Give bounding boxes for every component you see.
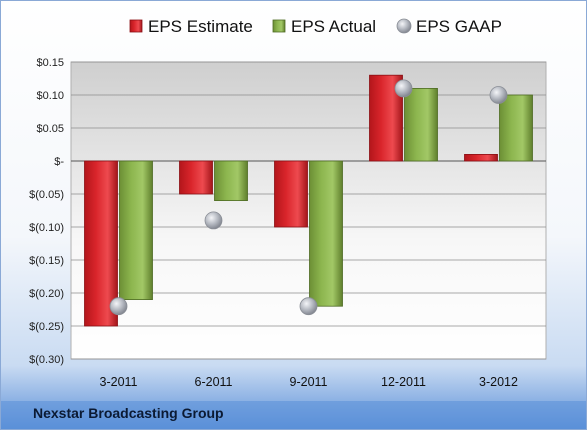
bar-eps-actual (404, 88, 438, 162)
bar-eps-actual (119, 160, 153, 301)
y-tick-label: $0.10 (36, 90, 64, 102)
footer-band (1, 401, 586, 429)
bar-eps-actual (499, 94, 533, 162)
y-tick-label: $0.15 (36, 57, 64, 69)
point-eps-gaap (394, 79, 413, 98)
y-tick-label: $- (54, 156, 64, 168)
legend-eps-actual-swatch (272, 19, 286, 33)
x-tick-label: 3-2011 (100, 375, 138, 389)
y-tick-label: $(0.20) (29, 288, 64, 300)
y-tick-label: $(0.10) (29, 222, 64, 234)
y-tick-label: $(0.30) (29, 354, 64, 366)
y-tick-label: $(0.15) (29, 255, 64, 267)
bar-eps-actual (309, 160, 343, 307)
legend-eps-actual-label: EPS Actual (291, 17, 376, 36)
bar-eps-estimate (464, 153, 498, 162)
x-tick-label: 12-2011 (381, 375, 426, 389)
x-tick-label: 9-2011 (290, 375, 328, 389)
point-eps-gaap (109, 297, 128, 316)
point-eps-gaap (204, 211, 223, 230)
y-tick-label: $0.05 (36, 123, 64, 135)
bar-eps-estimate (84, 160, 118, 327)
legend-eps-estimate-swatch (129, 19, 143, 33)
company-name: Nexstar Broadcasting Group (33, 405, 224, 421)
bar-eps-estimate (179, 160, 213, 195)
point-eps-gaap (299, 297, 318, 316)
bar-eps-actual (214, 160, 248, 201)
bar-eps-estimate (274, 160, 308, 228)
x-tick-label: 3-2012 (479, 375, 518, 389)
legend-eps-gaap-label: EPS GAAP (416, 17, 502, 36)
point-eps-gaap (489, 86, 508, 104)
legend-eps-gaap-swatch (396, 18, 412, 34)
y-tick-label: $(0.25) (29, 321, 64, 333)
x-tick-label: 6-2011 (195, 375, 233, 389)
y-tick-label: $(0.05) (29, 189, 64, 201)
legend-eps-estimate-label: EPS Estimate (148, 17, 253, 36)
